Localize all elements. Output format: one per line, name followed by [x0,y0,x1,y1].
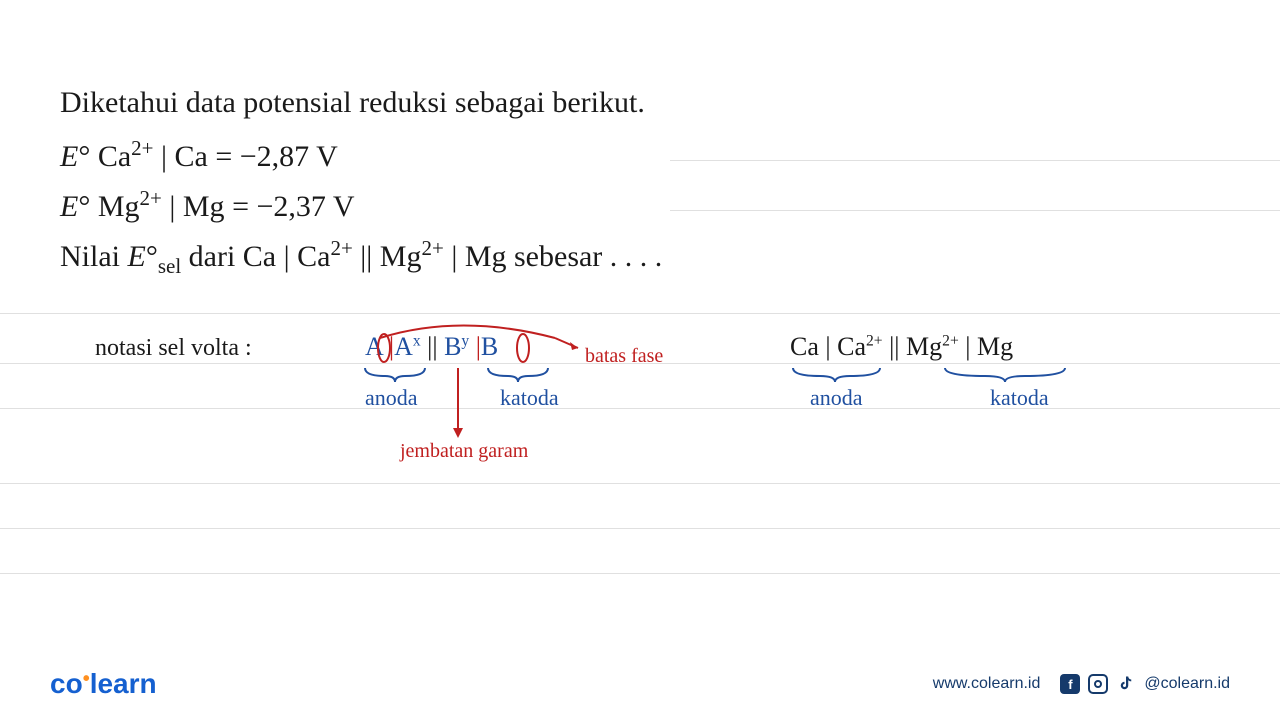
equation-2: E° Mg2+ | Mg = −2,37 V [60,183,1220,229]
instagram-icon [1088,674,1108,694]
ruled-line [670,160,1280,161]
eq2-charge: 2+ [140,186,162,210]
intro-text: Diketahui data potensial reduksi sebagai… [60,80,1220,125]
equation-1: E° Ca2+ | Ca = −2,87 V [60,133,1220,179]
formula-Ax-sup: x [413,332,421,349]
q-mid: dari Ca | Ca [181,240,330,273]
logo-co: co [50,668,83,699]
cell-Mg2-sup: 2+ [942,332,959,349]
q-prefix: Nilai [60,240,128,273]
formula-By-sup: y [461,332,469,349]
cell-Ca: Ca [790,332,819,361]
jembatan-label: jembatan garam [400,440,528,463]
eq1-sep: | [154,140,175,173]
footer-url: www.colearn.id [933,675,1041,693]
notasi-formula: A |Ax || By |B [365,332,498,362]
anoda-label-right: anoda [810,385,863,411]
ruled-line [670,210,1280,211]
footer-handle: @colearn.id [1144,675,1230,693]
formula-Ax: A [394,332,413,361]
notasi-label: notasi sel volta : [95,335,252,362]
logo: co•learn [50,668,157,700]
eq2-deg: ° [78,190,90,223]
q-deg: ° [146,240,158,273]
ruled-line [0,313,1280,314]
eq2-value: = −2,37 V [225,190,355,223]
facebook-icon: f [1060,674,1080,694]
problem-block: Diketahui data potensial reduksi sebagai… [0,0,1280,307]
ruled-line [0,408,1280,409]
cell-bar1: | [819,332,837,361]
cell-Mg: Mg [977,332,1013,361]
cell-Ca2: Ca [837,332,866,361]
eq1-species: Ca [98,140,131,173]
eq1-species2: Ca [175,140,208,173]
q-ch1: 2+ [330,236,352,260]
q-sep: || Mg [353,240,422,273]
eq2-species2: Mg [183,190,225,223]
eq1-value: = −2,87 V [208,140,338,173]
q-end: | Mg sebesar . . . . [444,240,662,273]
cell-bars: || [883,332,906,361]
q-sub: sel [158,254,181,278]
formula-bars: || [427,332,444,361]
cell-Ca2-sup: 2+ [866,332,883,349]
eq2-species: Mg [98,190,140,223]
eq2-E: E [60,190,78,223]
ruled-line [0,528,1280,529]
formula-B: B [481,332,498,361]
eq2-sep: | [162,190,183,223]
logo-dot-icon: • [83,668,90,691]
question-line: Nilai E°sel dari Ca | Ca2+ || Mg2+ | Mg … [60,233,1220,283]
katoda-label-left: katoda [500,385,559,411]
batas-fase-label: batas fase [585,345,663,368]
anoda-label-left: anoda [365,385,418,411]
logo-learn: learn [90,668,157,699]
tiktok-icon [1116,674,1136,694]
eq1-charge: 2+ [131,136,153,160]
footer: co•learn www.colearn.id f @colearn.id [0,668,1280,700]
footer-right: www.colearn.id f @colearn.id [933,674,1230,694]
q-ch2: 2+ [421,236,443,260]
ruled-line [0,483,1280,484]
cell-Mg2: Mg [906,332,942,361]
cell-notation: Ca | Ca2+ || Mg2+ | Mg [790,332,1013,362]
ruled-line [0,573,1280,574]
eq1-deg: ° [78,140,90,173]
katoda-label-right: katoda [990,385,1049,411]
q-E: E [128,240,146,273]
eq1-E: E [60,140,78,173]
formula-By: B [444,332,461,361]
formula-A: A [365,332,382,361]
cell-bar2: | [959,332,977,361]
social-icons: f @colearn.id [1060,674,1230,694]
